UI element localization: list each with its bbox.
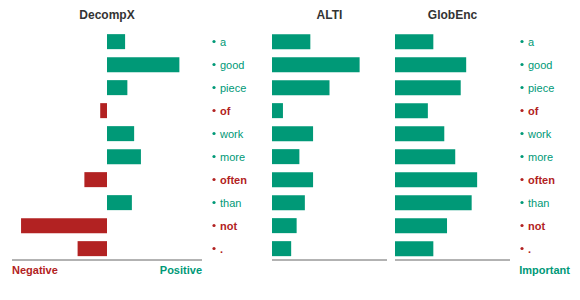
svg-text:piece: piece bbox=[528, 82, 554, 94]
svg-text:not: not bbox=[220, 220, 237, 232]
svg-text:often: often bbox=[220, 174, 247, 186]
svg-text:of: of bbox=[220, 105, 231, 117]
svg-text:more: more bbox=[220, 151, 245, 163]
svg-text:good: good bbox=[220, 59, 244, 71]
svg-text:not: not bbox=[528, 220, 545, 232]
svg-text:often: often bbox=[528, 174, 555, 186]
html-text:DecompX: DecompX bbox=[79, 8, 135, 22]
svg-text:a: a bbox=[528, 36, 535, 48]
svg-text:than: than bbox=[220, 197, 241, 209]
svg-text:than: than bbox=[528, 197, 549, 209]
html-text:ALTI: ALTI bbox=[316, 8, 343, 22]
svg-text:work: work bbox=[219, 128, 244, 140]
html-text:GlobEnc: GlobEnc bbox=[427, 8, 478, 22]
html-text:Important: Important bbox=[519, 264, 570, 276]
svg-text:piece: piece bbox=[220, 82, 246, 94]
svg-text:of: of bbox=[528, 105, 539, 117]
svg-text:good: good bbox=[528, 59, 552, 71]
html-text:Positive: Positive bbox=[159, 264, 202, 276]
svg-text:a: a bbox=[220, 36, 227, 48]
svg-text:work: work bbox=[527, 128, 552, 140]
svg-text:.: . bbox=[220, 243, 223, 255]
svg-text:.: . bbox=[528, 243, 531, 255]
html-text:Negative: Negative bbox=[12, 264, 58, 276]
svg-text:more: more bbox=[528, 151, 553, 163]
